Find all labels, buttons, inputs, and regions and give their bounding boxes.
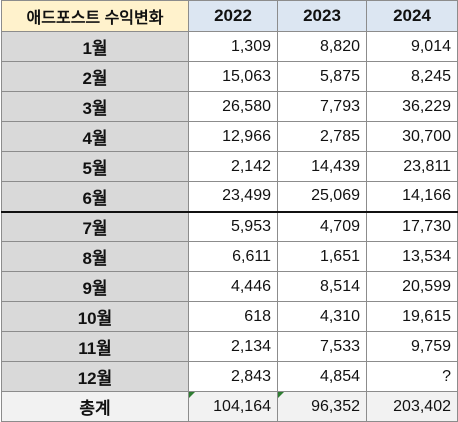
value-cell[interactable]: 2,142 <box>188 151 278 182</box>
year-header-2024[interactable]: 2024 <box>366 0 458 32</box>
month-label[interactable]: 4월 <box>1 121 189 152</box>
value-cell[interactable]: 2,843 <box>188 361 278 392</box>
value-cell[interactable]: 12,966 <box>188 121 278 152</box>
value-cell[interactable]: 9,014 <box>366 31 458 62</box>
value-cell[interactable]: 14,439 <box>277 151 367 182</box>
value-cell[interactable]: 6,611 <box>188 241 278 272</box>
table-row: 12월 2,843 4,854 ? <box>1 361 458 392</box>
value-cell[interactable]: 8,245 <box>366 61 458 92</box>
table-row: 2월 15,063 5,875 8,245 <box>1 61 458 92</box>
value-cell[interactable]: 26,580 <box>188 91 278 122</box>
value-cell[interactable]: 25,069 <box>277 181 367 213</box>
table-row: 5월 2,142 14,439 23,811 <box>1 151 458 182</box>
value-cell[interactable]: 4,310 <box>277 301 367 332</box>
value-cell[interactable]: 5,875 <box>277 61 367 92</box>
value-cell[interactable]: 17,730 <box>366 211 458 242</box>
month-label[interactable]: 3월 <box>1 91 189 122</box>
table-row: 3월 26,580 7,793 36,229 <box>1 91 458 122</box>
value-cell[interactable]: 618 <box>188 301 278 332</box>
value-cell[interactable]: 7,533 <box>277 331 367 362</box>
value-cell[interactable]: 7,793 <box>277 91 367 122</box>
value-cell[interactable]: 20,599 <box>366 271 458 302</box>
month-label[interactable]: 12월 <box>1 361 189 392</box>
month-label[interactable]: 7월 <box>1 211 189 242</box>
value-cell[interactable]: 8,820 <box>277 31 367 62</box>
value-cell[interactable]: ? <box>366 361 458 392</box>
value-cell[interactable]: 13,534 <box>366 241 458 272</box>
value-cell[interactable]: 15,063 <box>188 61 278 92</box>
value-cell[interactable]: 8,514 <box>277 271 367 302</box>
table-row: 11월 2,134 7,533 9,759 <box>1 331 458 362</box>
month-label[interactable]: 1월 <box>1 31 189 62</box>
value-cell[interactable]: 14,166 <box>366 181 458 213</box>
value-cell[interactable]: 1,309 <box>188 31 278 62</box>
value-cell[interactable]: 23,499 <box>188 181 278 213</box>
value-cell[interactable]: 5,953 <box>188 211 278 242</box>
year-header-2023[interactable]: 2023 <box>277 0 367 32</box>
value-cell[interactable]: 4,709 <box>277 211 367 242</box>
month-label[interactable]: 10월 <box>1 301 189 332</box>
value-cell[interactable]: 2,785 <box>277 121 367 152</box>
month-label[interactable]: 2월 <box>1 61 189 92</box>
table-row: 10월 618 4,310 19,615 <box>1 301 458 332</box>
table-row: 8월 6,611 1,651 13,534 <box>1 241 458 272</box>
table-row: 4월 12,966 2,785 30,700 <box>1 121 458 152</box>
value-cell[interactable]: 19,615 <box>366 301 458 332</box>
value-cell[interactable]: 1,651 <box>277 241 367 272</box>
table-row: 6월 23,499 25,069 14,166 <box>1 181 458 213</box>
value-cell[interactable]: 30,700 <box>366 121 458 152</box>
value-cell[interactable]: 4,446 <box>188 271 278 302</box>
month-label[interactable]: 11월 <box>1 331 189 362</box>
table-row: 9월 4,446 8,514 20,599 <box>1 271 458 302</box>
value-cell[interactable]: 9,759 <box>366 331 458 362</box>
value-cell[interactable]: 4,854 <box>277 361 367 392</box>
month-label[interactable]: 5월 <box>1 151 189 182</box>
table-row: 7월 5,953 4,709 17,730 <box>1 211 458 242</box>
month-label[interactable]: 8월 <box>1 241 189 272</box>
header-row: 애드포스트 수익변화 2022 2023 2024 <box>1 0 458 32</box>
value-cell[interactable]: 23,811 <box>366 151 458 182</box>
table-row: 1월 1,309 8,820 9,014 <box>1 31 458 62</box>
value-cell[interactable]: 2,134 <box>188 331 278 362</box>
value-cell[interactable]: 36,229 <box>366 91 458 122</box>
year-header-2022[interactable]: 2022 <box>188 0 278 32</box>
month-label[interactable]: 6월 <box>1 181 189 213</box>
month-label[interactable]: 9월 <box>1 271 189 302</box>
table-title-cell[interactable]: 애드포스트 수익변화 <box>1 0 189 32</box>
